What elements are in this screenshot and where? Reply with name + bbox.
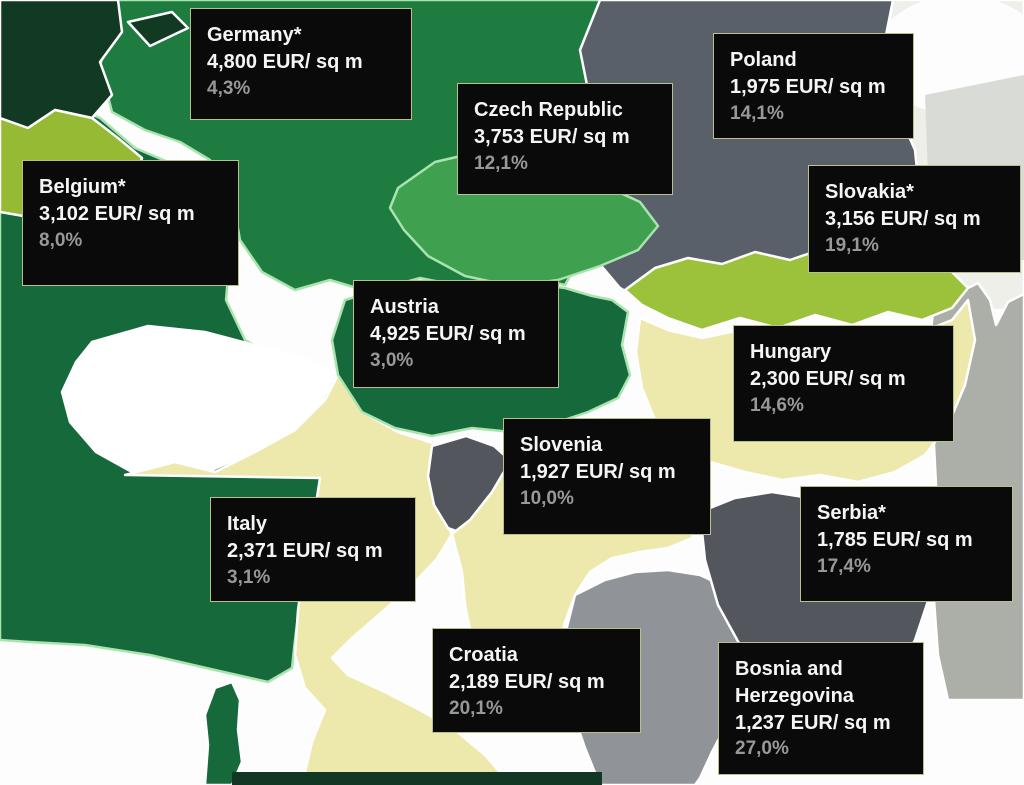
price-label-poland: Poland 1,975 EUR/ sq m 14,1%: [713, 33, 914, 139]
growth-percent: 20,1%: [449, 697, 503, 719]
growth-percent: 3,1%: [227, 566, 271, 588]
price-label-austria: Austria 4,925 EUR/ sq m 3,0%: [353, 280, 559, 388]
price-value: 1,237 EUR/ sq m: [735, 711, 891, 734]
growth-percent: 4,3%: [207, 77, 251, 99]
country-name: Bosnia and Herzegovina: [735, 658, 854, 707]
country-name: Belgium*: [39, 176, 126, 198]
price-label-slovakia: Slovakia* 3,156 EUR/ sq m 19,1%: [808, 165, 1021, 273]
price-value: 1,785 EUR/ sq m: [817, 528, 973, 551]
growth-percent: 14,1%: [730, 102, 784, 124]
price-value: 4,800 EUR/ sq m: [207, 50, 363, 73]
price-value: 4,925 EUR/ sq m: [370, 322, 526, 345]
growth-percent: 12,1%: [474, 152, 528, 174]
country-name: Slovenia: [520, 434, 603, 456]
country-name: Austria: [370, 296, 439, 318]
bottom-strip: [232, 772, 602, 785]
country-name: Germany*: [207, 24, 302, 46]
price-label-belgium: Belgium* 3,102 EUR/ sq m 8,0%: [22, 160, 239, 286]
price-label-croatia: Croatia 2,189 EUR/ sq m 20,1%: [432, 628, 641, 734]
price-label-hungary: Hungary 2,300 EUR/ sq m 14,6%: [733, 325, 954, 442]
price-label-italy: Italy 2,371 EUR/ sq m 3,1%: [210, 497, 416, 603]
growth-percent: 17,4%: [817, 555, 871, 577]
region-netherlands-island: [126, 10, 190, 48]
growth-percent: 3,0%: [370, 349, 414, 371]
country-name: Serbia*: [817, 502, 886, 524]
price-value: 2,300 EUR/ sq m: [750, 367, 906, 390]
growth-percent: 27,0%: [735, 738, 789, 760]
region-switzerland: [60, 324, 334, 474]
price-value: 1,975 EUR/ sq m: [730, 75, 886, 98]
price-label-slovenia: Slovenia 1,927 EUR/ sq m 10,0%: [503, 418, 711, 535]
price-value: 2,189 EUR/ sq m: [449, 670, 605, 693]
country-name: Slovakia*: [825, 181, 914, 203]
growth-percent: 14,6%: [750, 394, 804, 416]
price-value: 3,102 EUR/ sq m: [39, 202, 195, 225]
country-name: Hungary: [750, 341, 832, 363]
country-name: Italy: [227, 513, 268, 535]
growth-percent: 8,0%: [39, 229, 83, 251]
country-name: Poland: [730, 49, 797, 71]
price-value: 3,156 EUR/ sq m: [825, 207, 981, 230]
price-value: 3,753 EUR/ sq m: [474, 125, 630, 148]
growth-percent: 19,1%: [825, 234, 879, 256]
price-value: 2,371 EUR/ sq m: [227, 539, 383, 562]
price-label-germany: Germany* 4,800 EUR/ sq m 4,3%: [190, 8, 412, 120]
price-label-bosnia-herzegovina: Bosnia and Herzegovina 1,237 EUR/ sq m 2…: [718, 642, 924, 775]
price-label-serbia: Serbia* 1,785 EUR/ sq m 17,4%: [800, 486, 1013, 602]
price-label-czech-republic: Czech Republic 3,753 EUR/ sq m 12,1%: [457, 83, 673, 195]
price-value: 1,927 EUR/ sq m: [520, 460, 676, 483]
country-name: Croatia: [449, 644, 518, 666]
growth-percent: 10,0%: [520, 487, 574, 509]
country-name: Czech Republic: [474, 99, 623, 121]
